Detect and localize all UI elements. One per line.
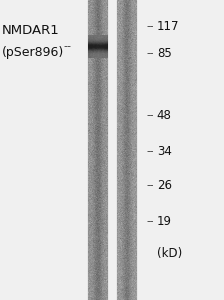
Text: --: -- xyxy=(147,21,154,32)
Text: 85: 85 xyxy=(157,47,172,60)
Text: 117: 117 xyxy=(157,20,179,33)
Text: (pSer896): (pSer896) xyxy=(2,46,65,59)
Text: --: -- xyxy=(147,216,154,226)
Text: 34: 34 xyxy=(157,145,172,158)
Text: --: -- xyxy=(64,41,72,52)
Text: --: -- xyxy=(147,110,154,121)
Text: 19: 19 xyxy=(157,215,172,228)
Bar xyxy=(117,0,136,300)
Text: --: -- xyxy=(147,146,154,157)
Text: 48: 48 xyxy=(157,109,172,122)
Text: --: -- xyxy=(147,180,154,190)
Text: --: -- xyxy=(147,48,154,59)
Text: 26: 26 xyxy=(157,179,172,192)
Text: (kD): (kD) xyxy=(157,247,182,260)
Bar xyxy=(88,0,107,300)
Text: NMDAR1: NMDAR1 xyxy=(2,23,60,37)
